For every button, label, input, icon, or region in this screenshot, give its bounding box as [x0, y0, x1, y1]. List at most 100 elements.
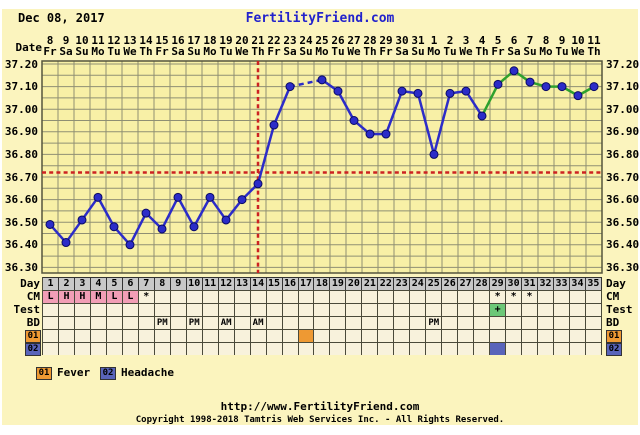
bd-cell [378, 316, 395, 329]
temp-point[interactable] [349, 116, 359, 125]
day-cell[interactable]: 7 [138, 277, 155, 290]
cm-cell [250, 290, 267, 303]
day-cell[interactable]: 11 [202, 277, 219, 290]
day-cell[interactable]: 33 [554, 277, 570, 290]
day-cell[interactable]: 10 [186, 277, 203, 290]
temp-point[interactable] [317, 75, 327, 85]
temp-point[interactable] [45, 219, 55, 229]
temp-point[interactable] [333, 86, 343, 96]
temp-point[interactable] [253, 179, 263, 189]
temp-point[interactable] [573, 91, 583, 101]
temp-point[interactable] [205, 192, 215, 202]
temp-point[interactable] [461, 86, 471, 96]
temp-point[interactable] [285, 82, 295, 92]
temp-point[interactable] [429, 149, 439, 159]
test-row-label-right: Test [606, 303, 633, 316]
temp-line-segment [160, 196, 180, 230]
temp-point[interactable] [269, 120, 279, 130]
cm-row-label-left: CM [26, 290, 40, 303]
r01-cell [458, 329, 475, 342]
day-cell[interactable]: 9 [170, 277, 187, 290]
bd-cell [43, 316, 59, 329]
day-cell[interactable]: 13 [234, 277, 251, 290]
day-cell[interactable]: 28 [474, 277, 491, 290]
r02-cell [266, 342, 283, 355]
cm-cell [330, 290, 347, 303]
bd-cell [138, 316, 155, 329]
day-cell[interactable]: 31 [522, 277, 539, 290]
site-url-link[interactable]: http://www.FertilityFriend.com [220, 400, 420, 413]
weekday-cell: Th [251, 45, 265, 58]
temp-point[interactable] [493, 79, 503, 89]
temp-point[interactable] [509, 66, 519, 76]
day-row-label-right: Day [606, 277, 626, 290]
day-cell[interactable]: 25 [426, 277, 443, 290]
temp-point[interactable] [557, 82, 567, 92]
test-cell [506, 303, 523, 316]
temp-point[interactable] [477, 111, 487, 121]
day-cell[interactable]: 19 [330, 277, 347, 290]
day-cell[interactable]: 16 [282, 277, 299, 290]
date-cell: 11 [587, 34, 601, 47]
temp-point[interactable] [61, 238, 71, 248]
day-cell[interactable]: 4 [90, 277, 107, 290]
day-cell[interactable]: 34 [569, 277, 586, 290]
day-cell[interactable]: 22 [378, 277, 395, 290]
test-cell [106, 303, 123, 316]
temp-point[interactable] [237, 195, 247, 205]
day-cell[interactable]: 32 [538, 277, 554, 290]
weekday-cell: Su [523, 45, 537, 58]
temp-point[interactable] [541, 82, 551, 92]
temp-point[interactable] [589, 82, 599, 92]
test-cell [426, 303, 443, 316]
day-cell[interactable]: 26 [442, 277, 459, 290]
day-cell[interactable]: 1 [43, 277, 59, 290]
temp-point[interactable] [77, 215, 87, 225]
temp-point[interactable] [157, 224, 167, 234]
day-cell[interactable]: 2 [58, 277, 75, 290]
temp-point[interactable] [413, 88, 423, 98]
test-row-label-left: Test [13, 303, 41, 316]
custom-row-01-label-right: 01 [606, 330, 622, 343]
bd-cell [122, 316, 139, 329]
day-cell[interactable]: 18 [314, 277, 331, 290]
temp-point[interactable] [445, 88, 455, 98]
day-cell[interactable]: 35 [585, 277, 602, 290]
test-cell [585, 303, 602, 316]
temp-point[interactable] [173, 192, 183, 202]
day-cell[interactable]: 14 [250, 277, 267, 290]
temp-point[interactable] [93, 192, 103, 202]
temp-point[interactable] [525, 77, 535, 87]
day-cell[interactable]: 3 [74, 277, 91, 290]
weekday-cell: We [571, 45, 585, 58]
weekday-cell: Tu [443, 45, 457, 58]
day-cell[interactable]: 30 [506, 277, 523, 290]
day-cell[interactable]: 6 [122, 277, 139, 290]
day-cell[interactable]: 12 [218, 277, 235, 290]
temp-point[interactable] [109, 222, 119, 232]
temp-point[interactable] [125, 240, 135, 250]
weekday-cell: Sa [395, 45, 409, 58]
day-cell[interactable]: 5 [106, 277, 123, 290]
day-cell[interactable]: 29 [490, 277, 507, 290]
temp-point[interactable] [381, 129, 391, 139]
day-cell[interactable]: 15 [266, 277, 283, 290]
temp-point[interactable] [221, 215, 231, 225]
temp-point[interactable] [365, 129, 375, 139]
day-cell[interactable]: 20 [346, 277, 363, 290]
day-cell[interactable]: 17 [298, 277, 315, 290]
temp-tick-left: 36.60 [4, 193, 38, 207]
cm-row: L H H M L L * * * * [42, 290, 602, 303]
day-cell[interactable]: 24 [410, 277, 427, 290]
day-cell[interactable]: 21 [362, 277, 379, 290]
day-cell[interactable]: 8 [154, 277, 171, 290]
cm-cell [474, 290, 491, 303]
day-cell[interactable]: 27 [458, 277, 475, 290]
temp-point[interactable] [397, 86, 407, 96]
temp-point[interactable] [189, 222, 199, 232]
temp-point[interactable] [141, 208, 151, 218]
day-cell[interactable]: 23 [394, 277, 411, 290]
date-cell: 25 [315, 34, 329, 47]
r01-cell [202, 329, 219, 342]
test-cell [154, 303, 171, 316]
